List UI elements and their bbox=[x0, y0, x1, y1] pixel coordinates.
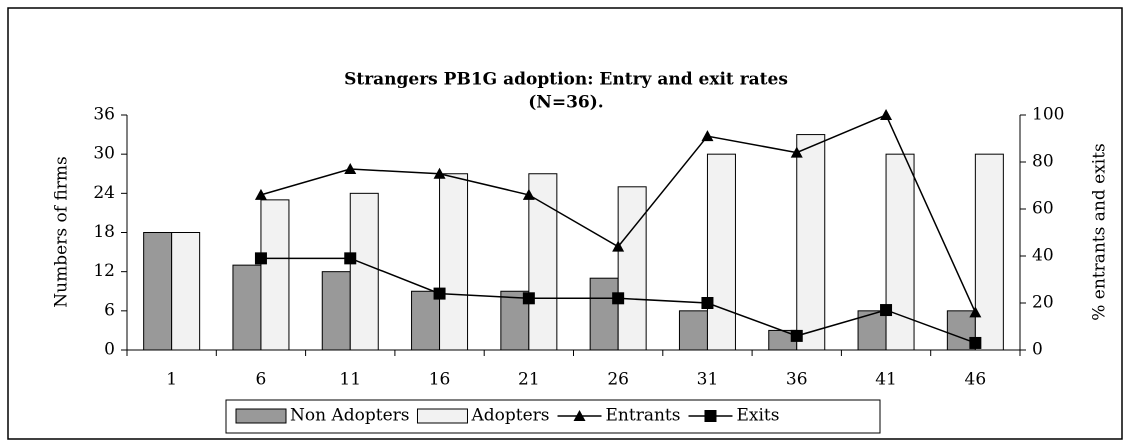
y-tick-label: 0 bbox=[104, 340, 115, 360]
x-tick-label: 41 bbox=[875, 370, 897, 390]
legend-label: Exits bbox=[736, 406, 779, 426]
line-marker bbox=[344, 163, 357, 175]
line-marker bbox=[880, 109, 893, 120]
bar bbox=[678, 310, 708, 351]
bar bbox=[617, 186, 647, 351]
y-tick-label: 12 bbox=[93, 261, 115, 281]
bar bbox=[143, 232, 173, 351]
bar bbox=[885, 153, 915, 351]
x-tick-label: 21 bbox=[518, 370, 540, 390]
legend-label: Adopters bbox=[470, 406, 549, 426]
line-marker bbox=[612, 240, 625, 252]
chart-subtitle: (N=36). bbox=[528, 93, 603, 113]
line-marker bbox=[790, 146, 803, 158]
line-marker bbox=[969, 306, 982, 318]
legend-swatch bbox=[235, 408, 287, 424]
bar bbox=[796, 134, 826, 351]
chart-border bbox=[7, 7, 1123, 440]
x-tick-label: 11 bbox=[339, 370, 361, 390]
bar bbox=[589, 277, 619, 351]
legend-swatch bbox=[416, 408, 468, 424]
chart-title: Strangers PB1G adoption: Entry and exit … bbox=[344, 70, 788, 90]
bar bbox=[260, 199, 290, 351]
bar bbox=[974, 153, 1004, 351]
bar bbox=[439, 173, 469, 351]
line-marker bbox=[254, 252, 267, 265]
x-tick-label: 16 bbox=[429, 370, 451, 390]
line-marker bbox=[522, 292, 535, 305]
bar bbox=[411, 290, 441, 351]
line-marker bbox=[344, 252, 357, 265]
bar bbox=[321, 271, 351, 351]
bar bbox=[349, 192, 379, 351]
x-tick-label: 6 bbox=[256, 370, 267, 390]
y2-tick-label: 60 bbox=[1032, 199, 1054, 219]
line-marker bbox=[790, 329, 803, 342]
bar bbox=[171, 232, 201, 351]
y-tick-label: 30 bbox=[93, 144, 115, 164]
y2-tick-label: 100 bbox=[1032, 105, 1064, 125]
line-marker bbox=[701, 297, 714, 309]
line-marker bbox=[433, 287, 446, 300]
line-marker bbox=[612, 292, 625, 305]
x-tick-label: 31 bbox=[697, 370, 719, 390]
y2-tick-label: 40 bbox=[1032, 246, 1054, 266]
legend-label: Non Adopters bbox=[290, 406, 409, 426]
legend-box bbox=[225, 399, 881, 434]
line-marker bbox=[522, 188, 535, 200]
line-marker bbox=[433, 167, 446, 179]
y2-tick-label: 80 bbox=[1032, 152, 1054, 172]
x-tick-label: 36 bbox=[786, 370, 808, 390]
bar bbox=[232, 264, 262, 351]
y2-tick-label: 0 bbox=[1032, 340, 1043, 360]
y2-axis-label: % entrants and exits bbox=[1090, 143, 1110, 321]
y2-tick-label: 20 bbox=[1032, 293, 1054, 313]
y-tick-label: 18 bbox=[93, 222, 115, 242]
line-marker bbox=[701, 130, 714, 142]
x-tick-label: 1 bbox=[166, 370, 177, 390]
line-marker bbox=[880, 304, 893, 317]
bar bbox=[706, 153, 736, 351]
legend-marker bbox=[573, 410, 586, 421]
x-tick-label: 26 bbox=[607, 370, 629, 390]
legend-marker bbox=[704, 410, 717, 422]
y-axis-label: Numbers of firms bbox=[52, 156, 72, 307]
y-tick-label: 36 bbox=[93, 105, 115, 125]
legend-label: Entrants bbox=[606, 406, 681, 426]
y-tick-label: 24 bbox=[93, 183, 115, 203]
y-tick-label: 6 bbox=[104, 300, 115, 320]
bar bbox=[528, 173, 558, 351]
line-marker bbox=[969, 336, 982, 349]
line-marker bbox=[254, 188, 267, 200]
x-tick-label: 46 bbox=[965, 370, 987, 390]
